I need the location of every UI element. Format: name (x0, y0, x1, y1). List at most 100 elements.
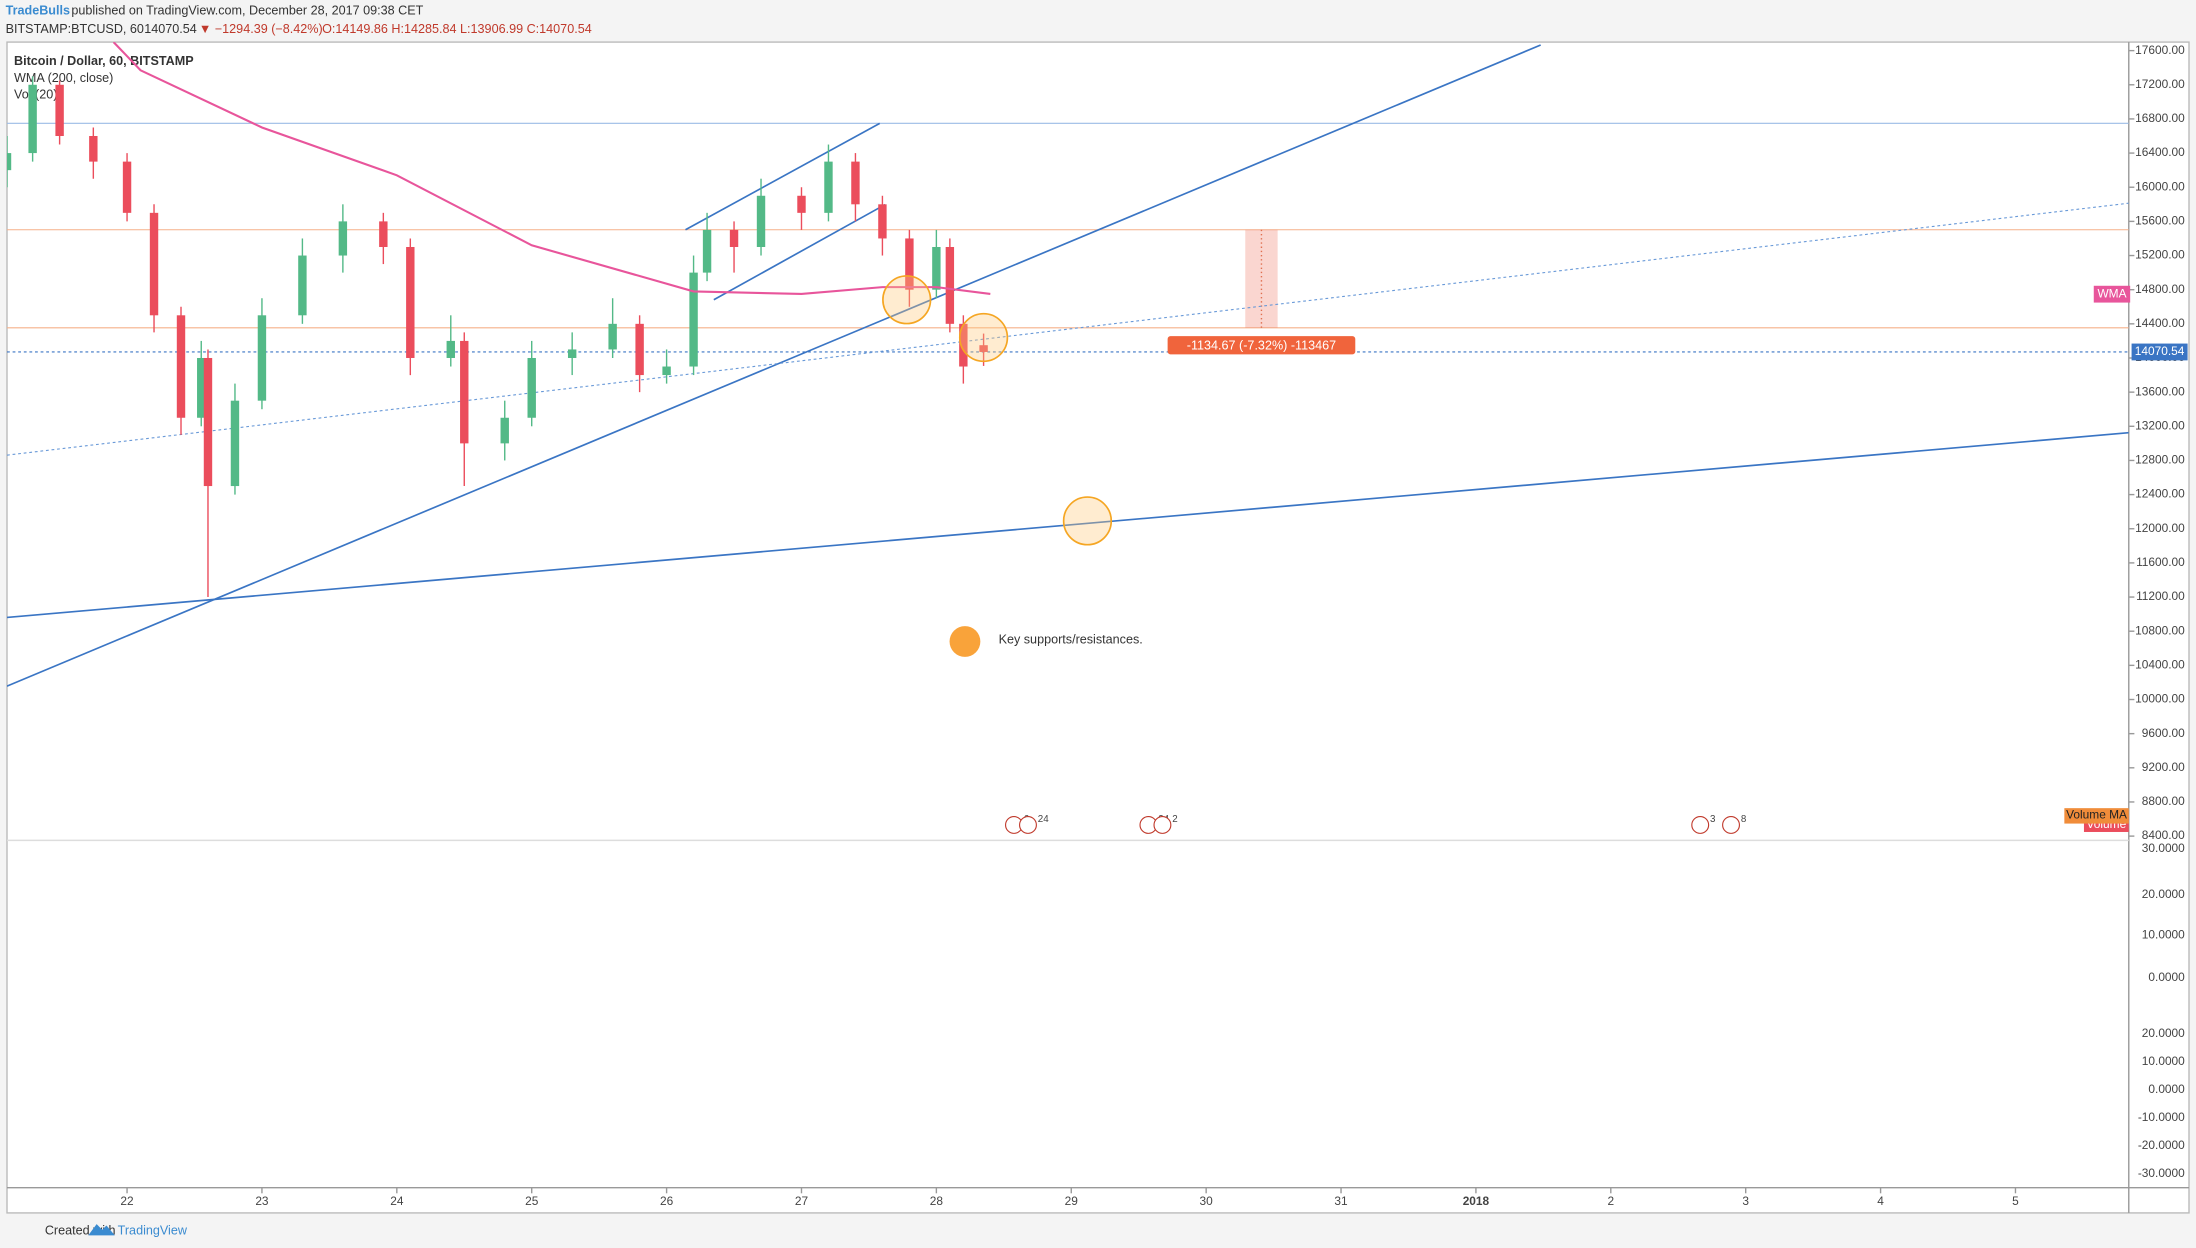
y-tick-label: 15600.00 (2135, 214, 2185, 228)
measure-label: -1134.67 (-7.32%) -113467 (1187, 338, 1336, 352)
x-tick-label: 31 (1334, 1194, 1348, 1208)
event-label: 2 (1172, 814, 1177, 825)
candle-body (446, 340, 455, 358)
lower-axis-label: -20.0000 (2138, 1138, 2185, 1152)
candle-body (824, 161, 833, 213)
event-icon (1019, 816, 1037, 834)
candle-body (959, 323, 968, 367)
candle-body (149, 212, 159, 316)
x-tick-label: 28 (930, 1194, 944, 1208)
y-tick-label: 16000.00 (2135, 179, 2185, 193)
candle-body (527, 357, 536, 418)
x-tick-label: 27 (795, 1194, 809, 1208)
y-tick-label: 8800.00 (2142, 794, 2185, 808)
key-circle (1062, 496, 1113, 546)
event-label: 3 (1710, 814, 1716, 825)
y-tick-label: 14400.00 (2135, 316, 2185, 330)
candle-body (197, 357, 206, 418)
y-tick-label: 16400.00 (2135, 145, 2185, 159)
x-tick-label: 26 (660, 1194, 674, 1208)
lower-axis-label: 0.0000 (2148, 970, 2185, 984)
measure-box (1245, 229, 1278, 328)
candle-body (379, 221, 388, 247)
candle-body (662, 366, 671, 376)
candle-body (905, 238, 914, 290)
candle-body (460, 340, 469, 444)
x-tick-label: 4 (1877, 1194, 1884, 1208)
candle-body (851, 161, 860, 205)
candle-body (979, 345, 988, 352)
lower-axis-label: 30.0000 (2142, 841, 2185, 855)
candle-body (55, 84, 64, 137)
trend-line (7, 44, 1541, 687)
candle-body (797, 195, 806, 213)
x-tick-label: 2 (1607, 1194, 1614, 1208)
published: published on TradingView.com, December 2… (71, 4, 423, 18)
measure-label-bg (1167, 336, 1356, 355)
y-tick-label: 9600.00 (2142, 726, 2185, 740)
y-tick-label: 13600.00 (2135, 384, 2185, 398)
footer-logo (88, 1224, 115, 1236)
candle-body (89, 136, 98, 162)
event-label: 8 (1741, 814, 1747, 825)
trend-line (713, 203, 886, 301)
x-tick-label: 2018 (1463, 1194, 1490, 1208)
y-tick-label: 10000.00 (2135, 692, 2185, 706)
candle-body (702, 229, 712, 273)
x-tick-label: 22 (120, 1194, 134, 1208)
annotation: Key supports/resistances. (999, 632, 1143, 646)
candle-body (689, 272, 698, 367)
annotation-dot (949, 626, 981, 657)
price-tag-bg (2131, 343, 2188, 361)
key-circle (882, 275, 932, 325)
footer-brand: TradingView (118, 1223, 188, 1237)
lower-axis-label: 20.0000 (2142, 887, 2185, 901)
wma-tag-bg (2093, 285, 2131, 303)
ohlc: O:14149.86 H:14285.84 L:13906.99 C:14070… (322, 22, 592, 36)
y-tick-label: 17600.00 (2135, 43, 2185, 57)
volume-ma-tag-bg (2064, 808, 2129, 824)
candle-body (298, 255, 307, 316)
price-tag: 14070.54 (2135, 344, 2185, 358)
y-tick-label: 11200.00 (2136, 589, 2185, 603)
price-pane (7, 42, 2129, 687)
lower-axis-label: -10.0000 (2138, 1110, 2185, 1124)
candle-body (230, 400, 240, 487)
y-tick-label: 12000.00 (2135, 521, 2185, 535)
author: TradeBulls (6, 4, 70, 18)
y-tick-label: 16800.00 (2135, 111, 2185, 125)
lower-axis-label: 20.0000 (2142, 1026, 2185, 1040)
event-label: 24 (1038, 814, 1049, 825)
y-tick-label: 12400.00 (2135, 487, 2185, 501)
y-tick-label: 10400.00 (2135, 657, 2185, 671)
legend-symbol: Bitcoin / Dollar, 60, BITSTAMP (14, 54, 194, 68)
y-tick-label: 8400.00 (2142, 828, 2185, 842)
chart-frame (6, 41, 2190, 1214)
candle-body (176, 315, 186, 418)
change: ▼ −1294.39 (−8.42%) (199, 22, 323, 36)
y-tick-label: 9200.00 (2142, 760, 2185, 774)
candle-body (500, 417, 509, 444)
x-tick-label: 3 (1742, 1194, 1749, 1208)
last-price: 14070.54 (144, 22, 197, 36)
trend-line (7, 431, 2129, 619)
candle-body (338, 221, 348, 256)
y-tick-label: 10800.00 (2135, 623, 2185, 637)
x-tick-label: 23 (255, 1194, 269, 1208)
wma-line (112, 42, 991, 296)
lower-axis-label: 10.0000 (2142, 928, 2185, 942)
lower-axis-label: 0.0000 (2148, 1082, 2185, 1096)
candle-body (756, 195, 766, 247)
candle-body (203, 357, 213, 487)
candle-body (878, 204, 887, 239)
lower-axis-label: -30.0000 (2138, 1166, 2185, 1180)
legend-wma: WMA (200, close) (14, 71, 113, 85)
candle-body (635, 323, 644, 376)
trend-line (685, 122, 881, 231)
event-icon (1691, 816, 1710, 834)
candle-body (608, 323, 617, 350)
candle-body (28, 84, 37, 154)
x-tick-label: 30 (1200, 1194, 1214, 1208)
